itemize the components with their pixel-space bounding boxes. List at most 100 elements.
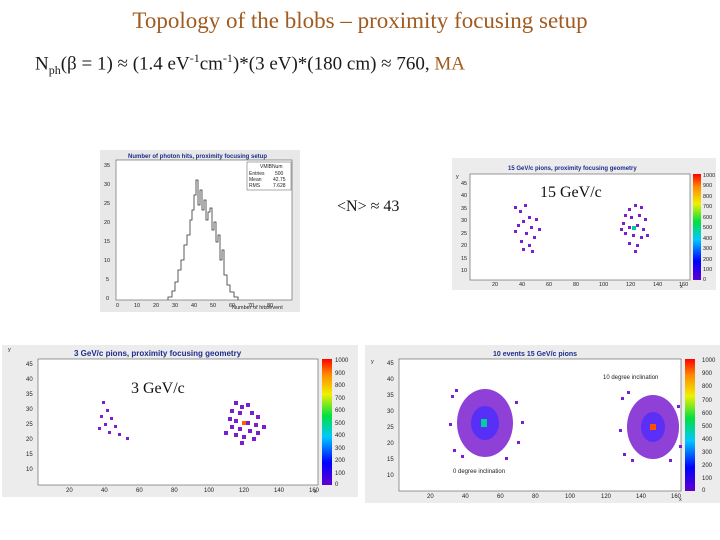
plot-15gev-ztick-4: 600 bbox=[703, 215, 712, 221]
plot-3gev-xtick-2: 60 bbox=[136, 488, 143, 494]
hist-xtick-7: 70 bbox=[248, 303, 254, 309]
plot-10events-ztick-3: 700 bbox=[702, 398, 713, 404]
plot-15gev-ytick-5: 35 bbox=[461, 206, 467, 212]
plot-10events-xtick-4: 100 bbox=[565, 494, 576, 500]
formula-sup2: -1 bbox=[222, 51, 233, 65]
plot-10events-yticks: 10 15 20 25 30 35 40 45 bbox=[387, 361, 394, 479]
plot-3gev-label: 3 GeV/c bbox=[131, 380, 185, 397]
hist-xtick-0: 0 bbox=[116, 303, 119, 309]
plot-15gev-ytick-2: 20 bbox=[461, 243, 467, 249]
plot-15gev-xtick-3: 80 bbox=[573, 282, 579, 288]
plot-3gev-ytick-4: 30 bbox=[26, 407, 33, 413]
plot-10events-xtick-6: 140 bbox=[636, 494, 647, 500]
plot-10events-xticks: 20 40 60 80 100 120 140 160 bbox=[427, 494, 682, 500]
plot-3gev-ztick-0: 1000 bbox=[335, 358, 349, 364]
histogram-x-axis-label: Number of hits/event bbox=[232, 305, 283, 311]
plot-15gev-hits bbox=[514, 204, 649, 253]
plot-3gev-ztick-4: 600 bbox=[335, 408, 346, 414]
plot-10events-ztick-2: 800 bbox=[702, 384, 713, 390]
plot-15gev-colorscale bbox=[693, 174, 701, 280]
plot-15gev-ytick-7: 45 bbox=[461, 181, 467, 187]
plot-10events-ztick-0: 1000 bbox=[702, 358, 716, 364]
histogram-title: Number of photon hits, proximity focusin… bbox=[128, 154, 267, 160]
plot-10events-ytick-7: 45 bbox=[387, 361, 394, 367]
plot-15gev-area bbox=[469, 173, 691, 281]
mean-annotation: <N> ≈ 43 bbox=[337, 198, 400, 215]
slide-title: Topology of the blobs – proximity focusi… bbox=[132, 8, 588, 33]
plot-10events-annotation-right: 10 degree inclination bbox=[603, 375, 658, 381]
plot-10events-ytick-2: 20 bbox=[387, 441, 394, 447]
formula-n: N bbox=[35, 53, 49, 75]
plot-3gev-ztick-10: 0 bbox=[335, 482, 339, 488]
hist-ytick-4: 20 bbox=[104, 220, 110, 226]
plot-3gev-zticks: 1000 900 800 700 600 500 400 300 200 100… bbox=[335, 358, 349, 488]
plot-15gev-title: 15 GeV/c pions, proximity focusing geome… bbox=[508, 166, 637, 172]
hist-ytick-0: 0 bbox=[106, 296, 109, 302]
plot-3gev-xtick-7: 160 bbox=[309, 488, 320, 494]
hist-ytick-6: 30 bbox=[104, 182, 110, 188]
hist-xtick-5: 50 bbox=[210, 303, 216, 309]
plot-10events-xtick-5: 120 bbox=[601, 494, 612, 500]
stats-mean-label: Mean bbox=[249, 177, 262, 183]
plot-10events-ztick-10: 0 bbox=[702, 488, 706, 494]
formula-highlight: MA bbox=[434, 53, 465, 75]
plot-10events-xtick-2: 60 bbox=[497, 494, 504, 500]
plot-3gev-hits bbox=[98, 401, 266, 445]
plot-15gev: 15 GeV/c pions, proximity focusing geome… bbox=[452, 158, 716, 290]
plot-15gev-yticks: 10 15 20 25 30 35 40 45 bbox=[461, 181, 467, 274]
stats-entries-value: 500 bbox=[275, 171, 284, 177]
stats-name: VMlBNum bbox=[260, 164, 283, 170]
plot-3gev-ytick-5: 35 bbox=[26, 392, 33, 398]
plot-15gev-xtick-6: 140 bbox=[653, 282, 662, 288]
plot-15gev-ztick-9: 100 bbox=[703, 267, 712, 273]
plot-3gev-ytick-6: 40 bbox=[26, 377, 33, 383]
plot-15gev-ztick-0: 1000 bbox=[703, 173, 715, 179]
plot-15gev-ztick-1: 900 bbox=[703, 183, 712, 189]
plot-10events-colorscale bbox=[685, 359, 695, 491]
histogram-x-ticks: 0 10 20 30 40 50 60 70 80 bbox=[116, 303, 273, 309]
stats-rms-value: 7.628 bbox=[273, 183, 286, 189]
hist-xtick-8: 80 bbox=[267, 303, 273, 309]
plot-10events-ztick-6: 400 bbox=[702, 437, 713, 443]
plot-15gev-label: 15 GeV/c bbox=[540, 184, 602, 201]
stats-rms-label: RMS bbox=[249, 183, 261, 189]
plot-15gev-zticks: 1000 900 800 700 600 500 400 300 200 100… bbox=[703, 173, 715, 283]
plot-3gev-area bbox=[37, 358, 319, 486]
plot-15gev-xtick-0: 20 bbox=[492, 282, 498, 288]
histogram-bars bbox=[167, 179, 239, 300]
stats-entries-label: Entries bbox=[249, 171, 265, 177]
plot-15gev-xtick-4: 100 bbox=[599, 282, 608, 288]
histogram-svg: Number of photon hits, proximity focusin… bbox=[100, 150, 300, 312]
plot-10events-zticks: 1000 900 800 700 600 500 400 300 200 100… bbox=[702, 358, 716, 494]
plot-15gev-ztick-8: 200 bbox=[703, 257, 712, 263]
histogram-y-ticks: 0 5 10 15 20 25 30 35 bbox=[104, 163, 110, 302]
plot-3gev-xtick-0: 20 bbox=[66, 488, 73, 494]
plot-15gev-right-blob bbox=[620, 204, 649, 253]
formula-part4: )*(3 eV)*(180 cm) ≈ 760, bbox=[232, 53, 435, 75]
plot-10events-left-hot-cell bbox=[481, 419, 487, 427]
plot-10events-right-scatter bbox=[619, 391, 682, 462]
plot-10events-ytick-4: 30 bbox=[387, 409, 394, 415]
stats-mean-value: 42.75 bbox=[273, 177, 286, 183]
photon-count-formula: Nph(β = 1) ≈ (1.4 eV-1cm-1)*(3 eV)*(180 … bbox=[35, 51, 465, 78]
plot-3gev-ztick-5: 500 bbox=[335, 421, 346, 427]
plot-3gev-ytick-3: 25 bbox=[26, 422, 33, 428]
hist-xtick-3: 30 bbox=[172, 303, 178, 309]
plot-3gev-ztick-7: 300 bbox=[335, 446, 346, 452]
hist-xtick-2: 20 bbox=[153, 303, 159, 309]
plot-15gev-xtick-1: 40 bbox=[519, 282, 525, 288]
plot-10events-ztick-1: 900 bbox=[702, 371, 713, 377]
plot-10events-xtick-7: 160 bbox=[671, 494, 682, 500]
plot-10events-ztick-7: 300 bbox=[702, 450, 713, 456]
plot-3gev-ztick-3: 700 bbox=[335, 396, 346, 402]
plot-10events-ztick-5: 500 bbox=[702, 424, 713, 430]
formula-part2: (β = 1) ≈ (1.4 e bbox=[60, 53, 176, 75]
hist-ytick-7: 35 bbox=[104, 163, 110, 169]
plot-10events-ztick-8: 200 bbox=[702, 463, 713, 469]
plot-15gev-ztick-10: 0 bbox=[703, 277, 706, 283]
histogram-stats-box: VMlBNum Entries 500 Mean 42.75 RMS 7.628 bbox=[246, 161, 292, 191]
plot-10events-annotation-left: 0 degree inclination bbox=[453, 469, 505, 475]
hist-ytick-3: 15 bbox=[104, 239, 110, 245]
plot-15gev-ytick-6: 40 bbox=[461, 193, 467, 199]
plot-15gev-ytick-3: 25 bbox=[461, 231, 467, 237]
